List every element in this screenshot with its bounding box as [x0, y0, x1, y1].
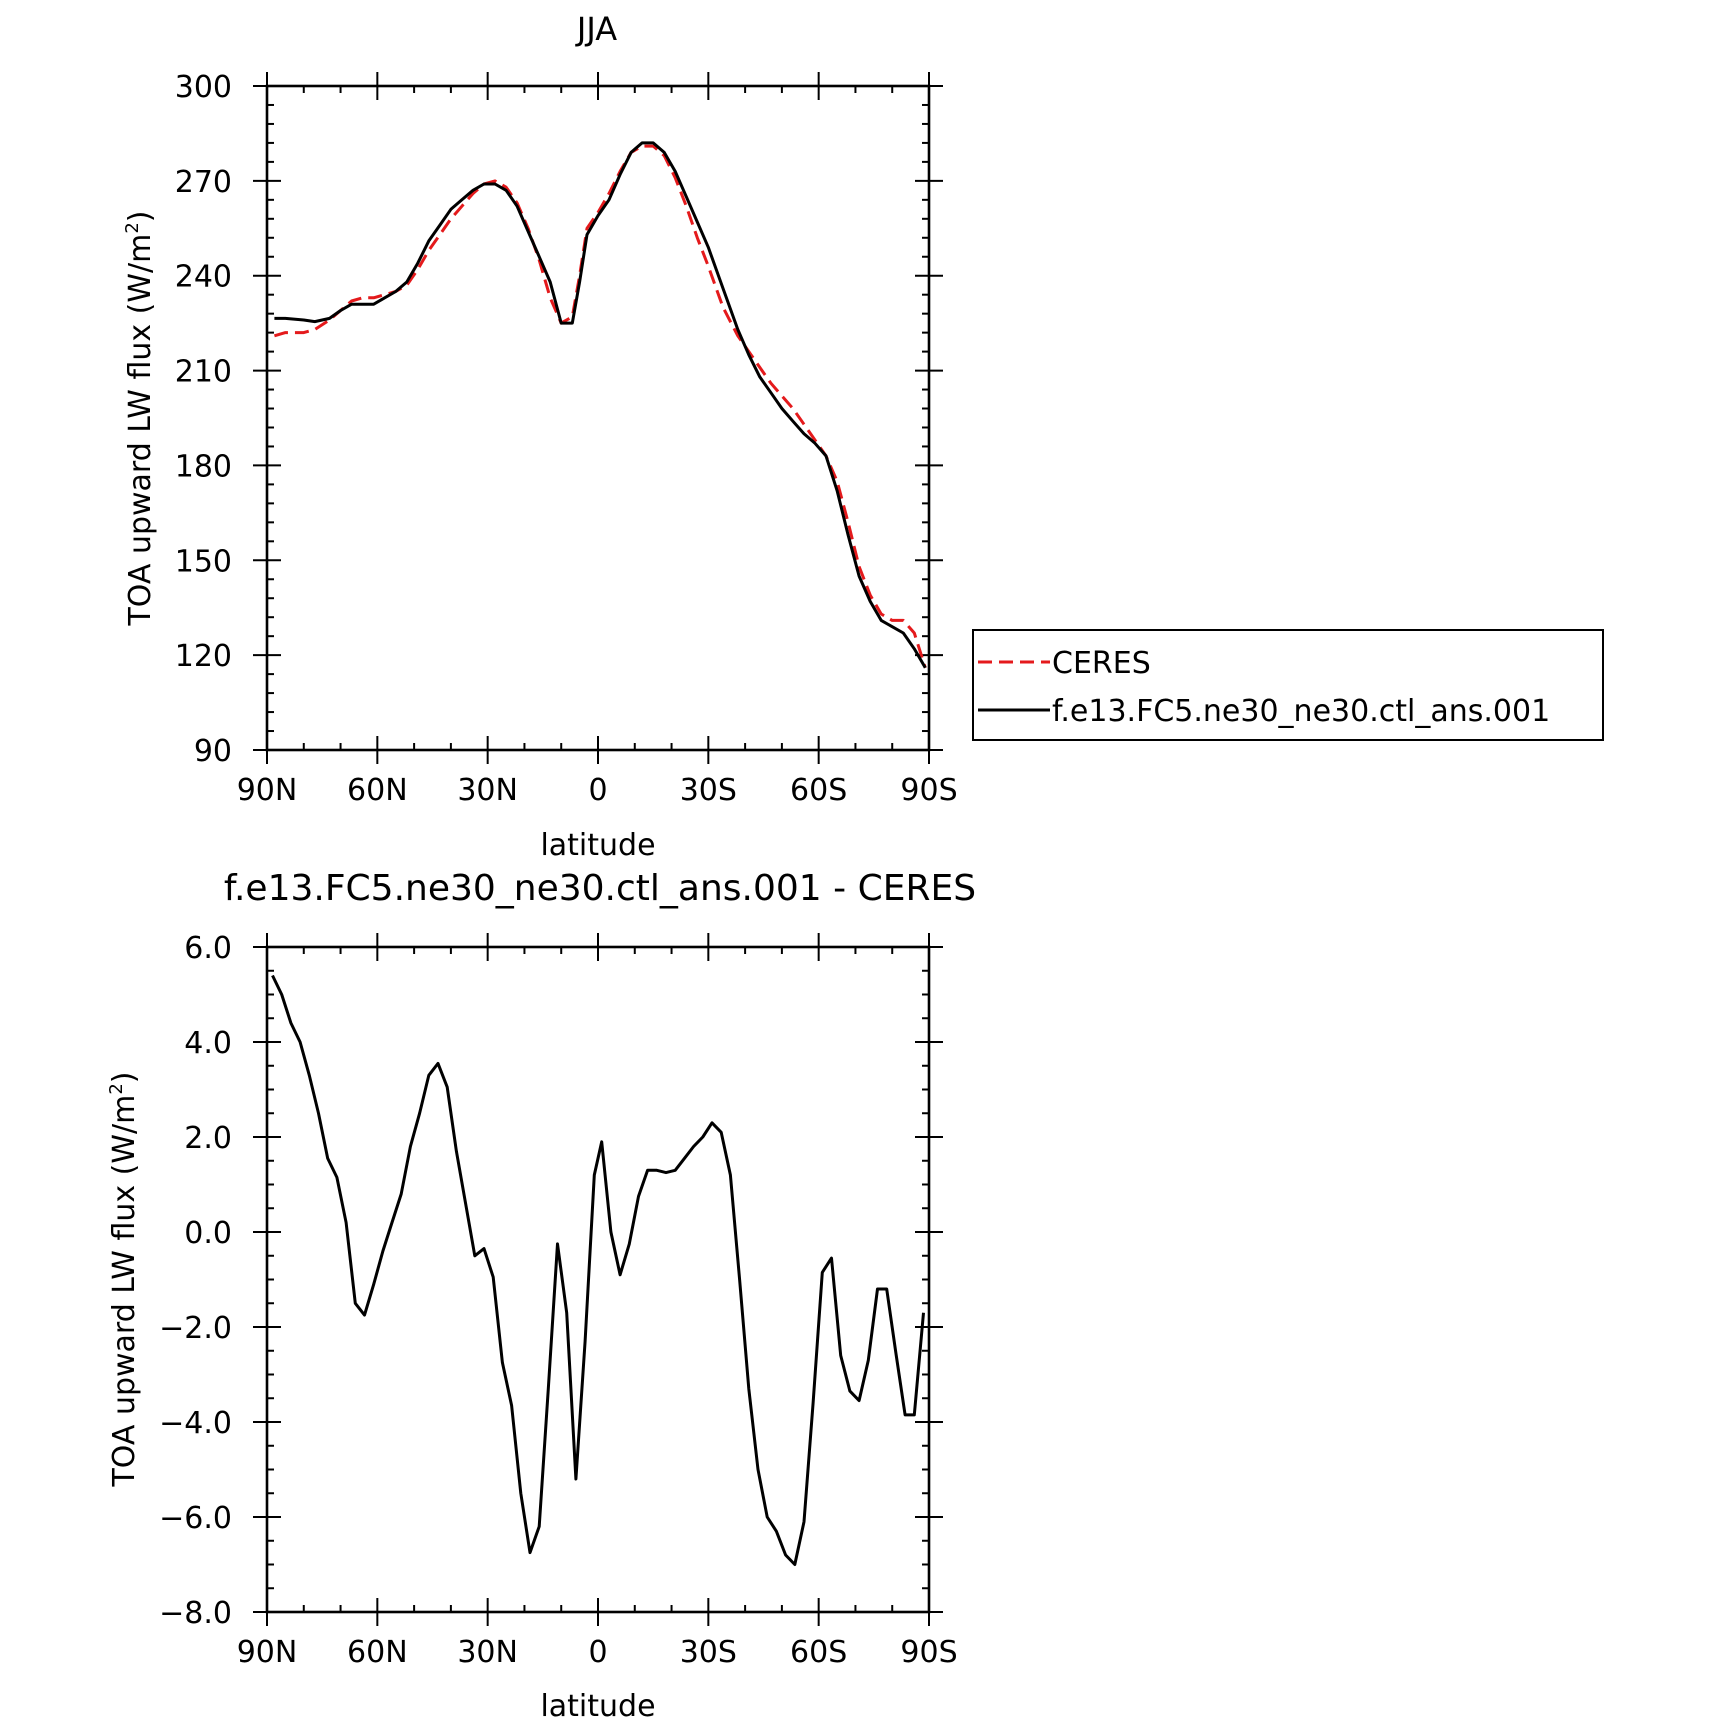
top-series [273, 141, 927, 669]
x-tick-label: 30N [457, 1635, 518, 1670]
x-tick-label: 60N [347, 1635, 408, 1670]
y-tick-label: 150 [175, 544, 232, 579]
series-line-1 [271, 974, 925, 1566]
y-tick-label: −8.0 [159, 1596, 232, 1631]
plot-frame-top [265, 84, 931, 752]
x-tick-label: 90S [900, 1635, 957, 1670]
legend-box [972, 629, 1604, 741]
x-axis-label-bottom: latitude [540, 1689, 655, 1724]
y-tick-labels-top: 90 120 150 180 210 240 270 300 [175, 70, 232, 769]
x-axis-label-top: latitude [540, 828, 655, 863]
x-tick-label: 30S [680, 773, 737, 808]
y-tick-label: 180 [175, 449, 232, 484]
chart-panel-bottom: f.e13.FC5.ne30_ne30.ctl_ans.001 - CERES … [106, 868, 976, 1724]
x-tick-label: 90N [237, 1635, 298, 1670]
y-tick-label: 4.0 [184, 1026, 232, 1061]
y-tick-label: 0.0 [184, 1216, 232, 1251]
y-tick-label: 240 [175, 260, 232, 295]
bottom-series [271, 974, 925, 1566]
y-tick-label: 300 [175, 70, 232, 105]
y-tick-label: −6.0 [159, 1501, 232, 1536]
x-tick-label: 90N [237, 773, 298, 808]
x-tick-label: 60S [790, 773, 847, 808]
chart-panel-top: JJA 90 120 150 180 210 240 270 300 90N 60N 30N 0 30… [122, 10, 1604, 863]
chart-title-top: JJA [575, 10, 617, 48]
y-tick-label: 6.0 [184, 931, 232, 966]
x-tick-labels-top: 90N 60N 30N 0 30S 60S 90S [237, 773, 958, 808]
x-tick-label: 60N [347, 773, 408, 808]
y-tick-label: 2.0 [184, 1121, 232, 1156]
series-line-2 [274, 141, 927, 669]
legend-label-ceres: CERES [1052, 646, 1151, 681]
y-axis-label-bottom: TOA upward LW flux (W/m2) [106, 1071, 142, 1487]
y-axis-label-top: TOA upward LW flux (W/m2) [122, 210, 158, 626]
y-tick-labels-bottom: −8.0 −6.0 −4.0 −2.0 0.0 2.0 4.0 6.0 [159, 931, 232, 1631]
x-tick-label: 0 [588, 773, 607, 808]
x-tick-labels-bottom: 90N 60N 30N 0 30S 60S 90S [237, 1635, 958, 1670]
y-tick-label: 120 [175, 639, 232, 674]
y-tick-label: −2.0 [159, 1311, 232, 1346]
x-tick-label: 60S [790, 1635, 847, 1670]
y-tick-label: −4.0 [159, 1406, 232, 1441]
x-tick-label: 90S [900, 773, 957, 808]
y-tick-label: 90 [194, 734, 232, 769]
x-tick-label: 30S [680, 1635, 737, 1670]
y-tick-label: 270 [175, 165, 232, 200]
legend: CERES f.e13.FC5.ne30_ne30.ctl_ans.001 [972, 629, 1604, 741]
legend-label-model: f.e13.FC5.ne30_ne30.ctl_ans.001 [1052, 694, 1550, 729]
plot-frame-bottom [265, 945, 931, 1614]
x-tick-label: 0 [588, 1635, 607, 1670]
chart-title-bottom: f.e13.FC5.ne30_ne30.ctl_ans.001 - CERES [224, 868, 976, 909]
x-tick-label: 30N [457, 773, 518, 808]
y-tick-label: 210 [175, 355, 232, 390]
